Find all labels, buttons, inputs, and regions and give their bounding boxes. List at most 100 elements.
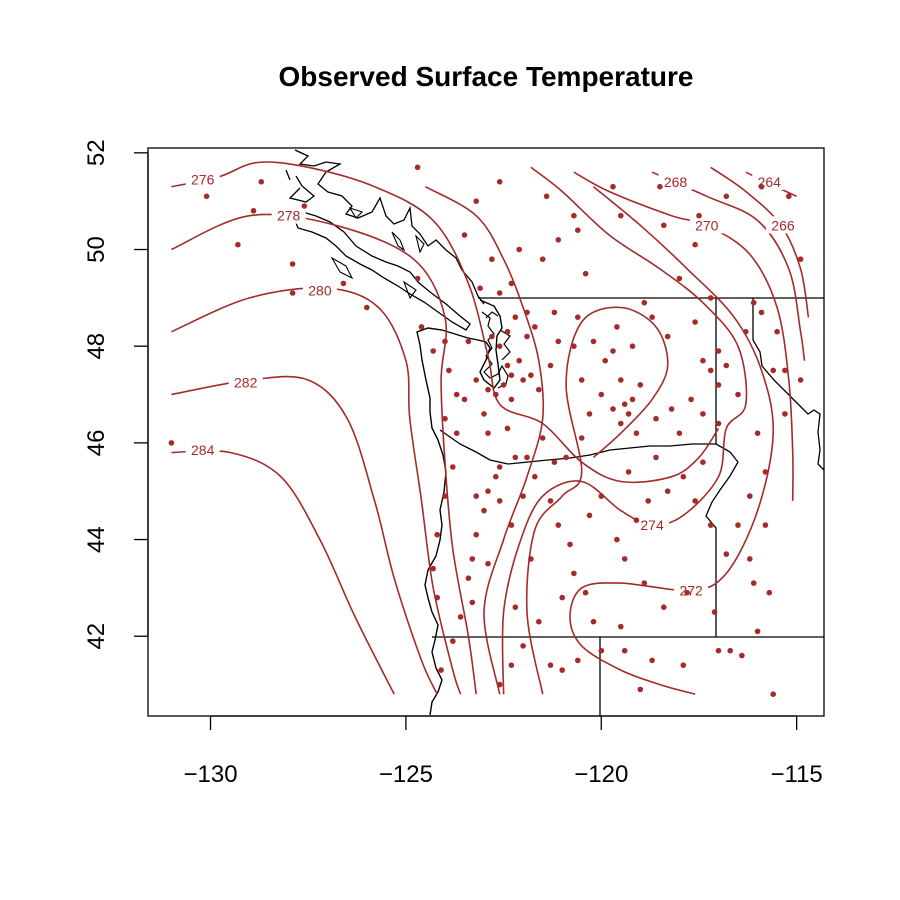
station-point: [438, 667, 444, 673]
station-point: [465, 338, 472, 345]
station-point: [715, 647, 722, 654]
station-point: [782, 367, 788, 374]
station-point: [539, 256, 546, 263]
y-tick-label: 44: [83, 526, 110, 553]
station-point: [289, 290, 296, 296]
station-point: [723, 362, 730, 369]
station-point: [700, 357, 706, 364]
station-point: [715, 420, 722, 427]
contour-line-272: [569, 186, 775, 695]
station-point: [547, 362, 554, 369]
station-point: [664, 488, 671, 495]
station-point: [469, 599, 476, 606]
contour-line-270: [573, 171, 794, 501]
station-point: [575, 227, 581, 233]
station-point: [661, 604, 667, 610]
station-point: [586, 411, 593, 417]
y-tick-label: 50: [83, 236, 110, 263]
station-point: [610, 183, 616, 190]
station-point: [602, 357, 608, 364]
station-point: [414, 275, 421, 282]
station-point: [578, 377, 585, 383]
contour-line-275: [425, 186, 545, 695]
station-point: [700, 411, 706, 417]
y-tick-label: 52: [83, 139, 110, 166]
station-point: [508, 396, 515, 403]
station-point: [500, 382, 507, 388]
contour-label-284: 284: [191, 442, 215, 458]
station-point: [614, 536, 620, 543]
contour-line-280: [171, 287, 462, 695]
station-point: [434, 594, 441, 601]
station-point: [758, 309, 765, 316]
station-point: [633, 517, 640, 523]
station-point: [629, 396, 636, 403]
station-point: [567, 541, 573, 548]
station-point: [754, 430, 761, 437]
station-point: [657, 183, 663, 190]
contour-label-bg-274: [635, 516, 670, 534]
station-point: [453, 391, 460, 398]
station-point: [707, 295, 714, 301]
station-point: [668, 406, 675, 412]
station-point: [414, 164, 421, 171]
contour-line-273: [525, 306, 669, 695]
station-point: [723, 551, 730, 557]
station-point: [524, 309, 530, 316]
contour-label-274: 274: [640, 517, 664, 533]
station-point: [301, 203, 308, 209]
station-point: [633, 430, 640, 437]
y-tick-label: 42: [83, 623, 110, 650]
contour-label-bg-284: [185, 441, 220, 459]
vancouver-island: [293, 209, 471, 331]
station-point: [473, 493, 480, 499]
oregon-idaho-border: [705, 298, 739, 637]
station-point: [641, 580, 648, 586]
station-point: [696, 212, 702, 219]
station-point: [496, 498, 503, 504]
station-point: [168, 440, 175, 446]
station-point: [555, 237, 562, 243]
station-point: [641, 299, 648, 306]
station-point: [430, 348, 437, 354]
x-tick-label: −125: [379, 761, 433, 788]
station-point: [739, 652, 745, 659]
station-point: [528, 372, 534, 379]
station-point: [559, 594, 565, 601]
station-point: [727, 647, 733, 654]
station-point: [571, 212, 577, 219]
station-point: [676, 275, 683, 282]
station-point: [680, 662, 687, 668]
station-point: [661, 222, 667, 229]
station-point: [485, 488, 491, 495]
station-point: [508, 280, 515, 287]
station-point: [469, 556, 476, 562]
station-point: [508, 372, 515, 379]
contour-label-bg-268: [658, 172, 693, 190]
contour-label-bg-278: [271, 206, 306, 224]
station-point: [637, 382, 644, 388]
station-point: [563, 454, 569, 461]
contour-line-274: [501, 166, 748, 695]
station-point: [461, 232, 468, 238]
station-point: [649, 314, 655, 321]
station-point: [735, 522, 741, 528]
station-point: [555, 522, 562, 528]
station-point: [625, 411, 632, 417]
station-point: [614, 324, 620, 330]
station-point: [692, 498, 698, 504]
station-point: [637, 686, 644, 693]
contour-label-280: 280: [308, 283, 332, 299]
station-point: [496, 290, 503, 296]
station-point: [555, 338, 562, 345]
station-point: [496, 179, 503, 185]
station-point: [340, 280, 347, 287]
station-point: [551, 459, 558, 466]
station-point: [621, 556, 628, 562]
contour-line-268: [651, 171, 806, 361]
station-point: [684, 589, 690, 596]
station-point: [539, 435, 546, 441]
bc-islands: [330, 207, 425, 300]
station-point: [543, 193, 550, 200]
